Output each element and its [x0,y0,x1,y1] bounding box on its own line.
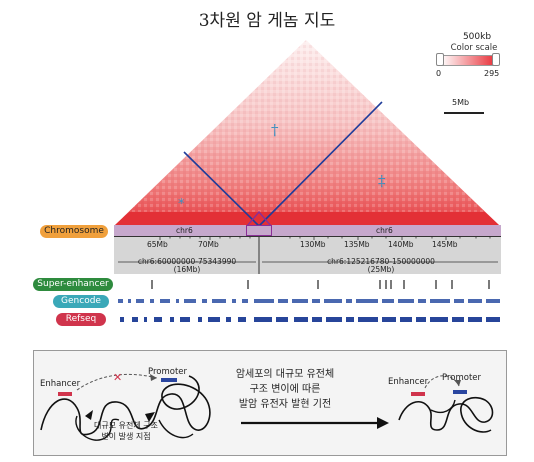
sv-boundary-right [258,101,383,227]
chromosome-breakpoint-marker [246,225,272,236]
sv-boundary-left [183,151,260,227]
color-scale-min-handle[interactable] [436,53,444,66]
enhancer-label-right: Enhancer [388,377,429,387]
color-scale-max-handle[interactable] [492,53,500,66]
mechanism-caption-line1: 암세포의 대규모 유전체 [235,369,335,380]
coordinate-axis [114,236,501,274]
chr-right-label: chr6 [376,226,393,235]
color-scale-resolution: 500kb [462,32,492,42]
chromosome-ideogram [114,225,501,236]
hic-heatmap: † ‡ * [114,40,500,238]
tick-label-140mb: 140Mb [388,240,414,249]
chr-left-label: chr6 [176,226,193,235]
mechanism-caption-line2: 구조 변이에 따른 [249,384,321,395]
double-dagger-marker: ‡ [378,172,386,190]
tick-label-65mb: 65Mb [147,240,168,249]
refseq-track-label: Refseq [56,313,106,326]
enhancer-label-left: Enhancer [40,379,81,389]
color-scale-bar [440,55,496,66]
tick-label-145mb: 145Mb [432,240,458,249]
promoter-block-right [453,390,467,394]
super-enhancer-track-label: Super-enhancer [33,278,113,291]
breakpoint-triangle-2 [145,412,155,422]
mechanism-arrow-head [377,417,389,429]
color-scale-max: 295 [484,69,500,78]
color-scale-min: 0 [436,69,442,78]
sv-site-label-line2: 변이 발생 지점 [101,432,151,441]
enhancer-block-right [411,392,425,396]
heatmap-texture [114,40,500,226]
blocked-x-mark: ✕ [113,371,122,384]
chromatin-fiber-right [398,396,494,433]
enhancer-block-left [58,392,72,396]
asterisk-marker: * [178,197,185,212]
color-scale-label: Color scale [450,43,498,53]
region-left-size: (16Mb) [173,265,201,274]
breakpoint-triangle-1 [85,410,93,420]
mechanism-diagram: ✕ [40,371,494,441]
super-enhancer-track [151,280,490,289]
tick-label-70mb: 70Mb [198,240,219,249]
heatmap-diagonal-band [114,212,500,226]
scale-bar [444,112,484,114]
chromosome-track-label: Chromosome [40,225,108,238]
blocked-interaction-arrow [76,373,158,391]
region-left-coords: chr6:60000000-75343990 [137,257,237,266]
region-right-coords: chr6:125216780-150000000 [327,257,435,266]
mechanism-caption-line3: 발암 유전자 발현 기전 [238,399,332,410]
region-right-size: (25Mb) [367,265,395,274]
breakpoint-box [246,210,272,227]
tick-label-135mb: 135Mb [344,240,370,249]
promoter-label-right: Promoter [442,373,482,383]
gencode-track-label: Gencode [53,295,109,308]
page-title: 3차원 암 게놈 지도 [198,11,336,31]
promoter-block-left [161,378,177,382]
activated-interaction-arrow [424,375,460,389]
sv-site-label-line1: 대규모 유전체 구조 [94,421,158,430]
scale-bar-label: 5Mb [452,98,470,107]
tick-label-130mb: 130Mb [300,240,326,249]
promoter-label-left: Promoter [148,367,188,377]
gencode-track [118,299,500,303]
refseq-track [120,317,500,322]
dagger-marker: † [271,121,279,139]
